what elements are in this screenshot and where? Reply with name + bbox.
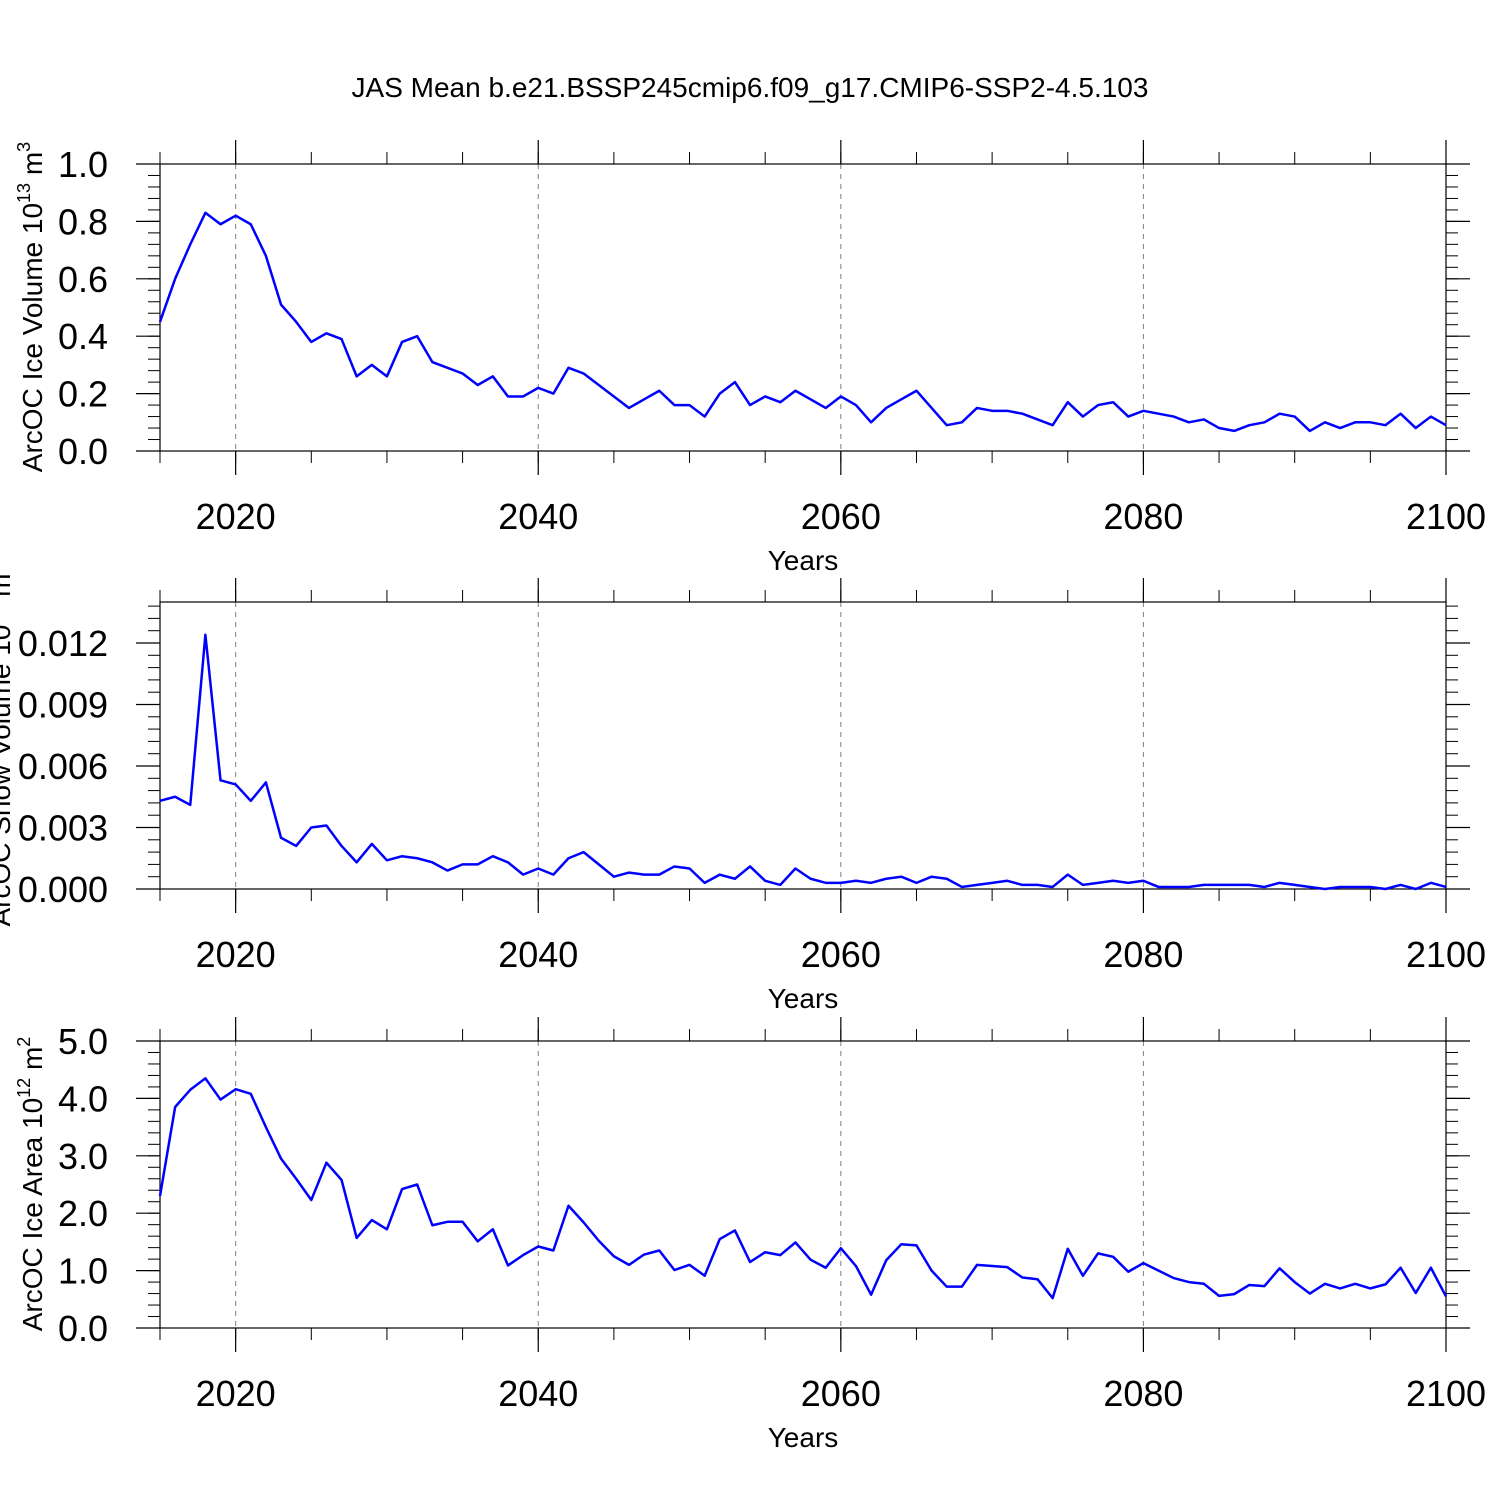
x-tick-label: 2100: [1406, 934, 1486, 975]
y-tick-label: 0.0: [58, 431, 108, 472]
y-axis-label: ArcOC Ice Volume 1013 m3: [14, 142, 48, 472]
y-tick-label: 0.003: [18, 808, 108, 849]
y-tick-label: 3.0: [58, 1136, 108, 1177]
snow-volume-series-line: [159, 633, 1447, 891]
y-tick-label: 0.006: [18, 746, 108, 787]
x-tick-label: 2020: [196, 1373, 276, 1414]
y-tick-label: 0.009: [18, 685, 108, 726]
y-tick-label: 1.0: [58, 1251, 108, 1292]
y-tick-label: 0.000: [18, 869, 108, 910]
y-tick-label: 4.0: [58, 1078, 108, 1119]
y-axis-label: ArcOC Snow Volume 1013 m3: [0, 563, 16, 926]
y-tick-label: 1.0: [58, 144, 108, 185]
y-tick-label: 0.012: [18, 623, 108, 664]
y-axis-label: ArcOC Ice Area 1012 m2: [14, 1037, 48, 1332]
y-tick-label: 0.8: [58, 201, 108, 242]
panel-ice-area: 2020 2040 2060 2080 2100 0.0 1.0 2.0 3.0 4.0 5.0 A…: [14, 1017, 1486, 1453]
x-tick-label: 2100: [1406, 496, 1486, 537]
x-tick-label: 2060: [801, 1373, 881, 1414]
y-tick-label: 0.6: [58, 259, 108, 300]
ice-area-series-line: [158, 1077, 1448, 1300]
plot-frame: [159, 1040, 1447, 1329]
y-tick-label: 2.0: [58, 1193, 108, 1234]
x-tick-label: 2040: [498, 496, 578, 537]
y-tick-label: 0.0: [58, 1308, 108, 1349]
x-tick-label: 2040: [498, 934, 578, 975]
ice-volume-series-line: [158, 211, 1447, 433]
x-tick-label: 2060: [801, 496, 881, 537]
x-tick-label: 2020: [196, 496, 276, 537]
x-axis-label: Years: [768, 545, 839, 576]
y-tick-label: 5.0: [58, 1021, 108, 1062]
x-tick-label: 2020: [196, 934, 276, 975]
y-tick-label: 0.2: [58, 374, 108, 415]
panel-ice-volume: 2020 2040 2060 2080 2100 0.0 0.2 0.4 0.6 0.8 1.0 A…: [14, 140, 1486, 576]
panel-snow-volume: 2020 2040 2060 2080 2100 0.000 0.003 0.006 0.009…: [0, 563, 1486, 1014]
x-tick-label: 2080: [1103, 1373, 1183, 1414]
x-axis-label: Years: [768, 983, 839, 1014]
x-tick-label: 2060: [801, 934, 881, 975]
x-tick-label: 2080: [1103, 496, 1183, 537]
x-tick-label: 2040: [498, 1373, 578, 1414]
x-tick-label: 2100: [1406, 1373, 1486, 1414]
x-tick-label: 2080: [1103, 934, 1183, 975]
x-axis-label: Years: [768, 1422, 839, 1453]
chart-title: JAS Mean b.e21.BSSP245cmip6.f09_g17.CMIP…: [352, 72, 1149, 103]
y-tick-label: 0.4: [58, 316, 108, 357]
plot-frame: [159, 601, 1447, 890]
plot-frame: [159, 163, 1447, 452]
